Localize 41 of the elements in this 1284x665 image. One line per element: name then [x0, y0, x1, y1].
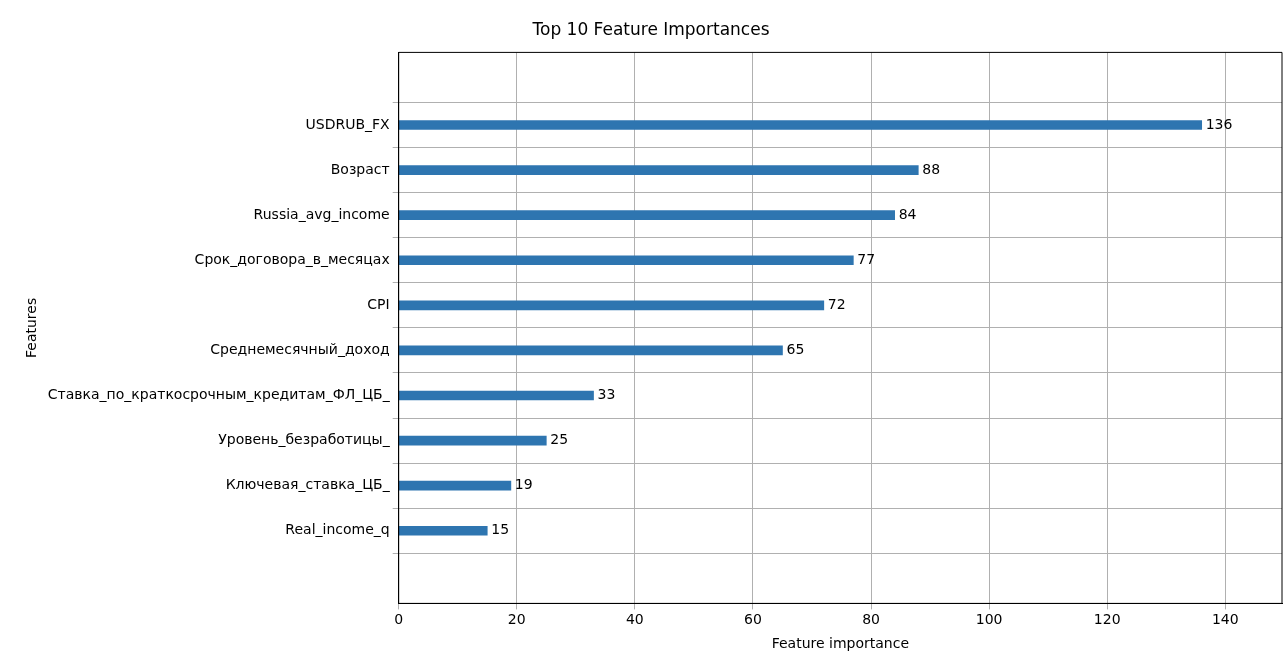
bar: [398, 210, 895, 221]
y-tick-label: Срок_договора_в_месяцах: [194, 250, 390, 267]
data-label: 72: [827, 296, 846, 312]
chart-title: Top 10 Feature Importances: [531, 18, 770, 39]
data-label: 25: [550, 431, 569, 448]
y-tick-label: Russia_avg_income: [253, 205, 390, 222]
data-label: 33: [597, 386, 616, 403]
data-label: 15: [491, 521, 510, 538]
data-label: 84: [898, 205, 917, 222]
x-tick-label: 140: [1211, 611, 1239, 628]
data-label: 19: [514, 476, 533, 493]
y-tick-label: Среднемесячный_доход: [210, 341, 390, 358]
data-label: 88: [922, 160, 941, 177]
x-tick-label: 20: [507, 611, 526, 628]
bar: [398, 480, 512, 491]
y-tick-label: Ключевая_ставка_ЦБ_: [225, 476, 391, 493]
x-axis-title: Feature importance: [771, 635, 910, 652]
bar: [398, 300, 825, 311]
bar: [398, 120, 1203, 130]
y-tick-label: Возраст: [330, 160, 390, 177]
bar: [398, 255, 854, 266]
y-tick-label: USDRUB_FX: [305, 115, 391, 132]
data-label: 136: [1205, 115, 1233, 132]
bar: [398, 525, 488, 536]
data-label: 77: [857, 250, 876, 267]
x-tick-label: 0: [394, 611, 404, 628]
y-tick-label: Real_income_q: [285, 521, 390, 538]
x-tick-label: 60: [744, 611, 762, 628]
y-axis-title: Features: [23, 297, 40, 358]
x-tick-label: 80: [862, 611, 880, 628]
bar: [398, 165, 919, 175]
x-tick-label: 40: [625, 611, 644, 628]
y-tick-label: Ставка_по_краткосрочным_кредитам_ФЛ_ЦБ_: [47, 386, 391, 403]
y-tick-label: CPI: [367, 296, 390, 312]
y-tick-label: Уровень_безработицы_: [218, 431, 391, 448]
bar: [398, 345, 783, 356]
data-label: 65: [786, 341, 805, 358]
bar: [398, 435, 547, 446]
x-tick-label: 120: [1093, 611, 1121, 628]
bar: [398, 390, 594, 401]
x-tick-label: 100: [975, 611, 1003, 628]
